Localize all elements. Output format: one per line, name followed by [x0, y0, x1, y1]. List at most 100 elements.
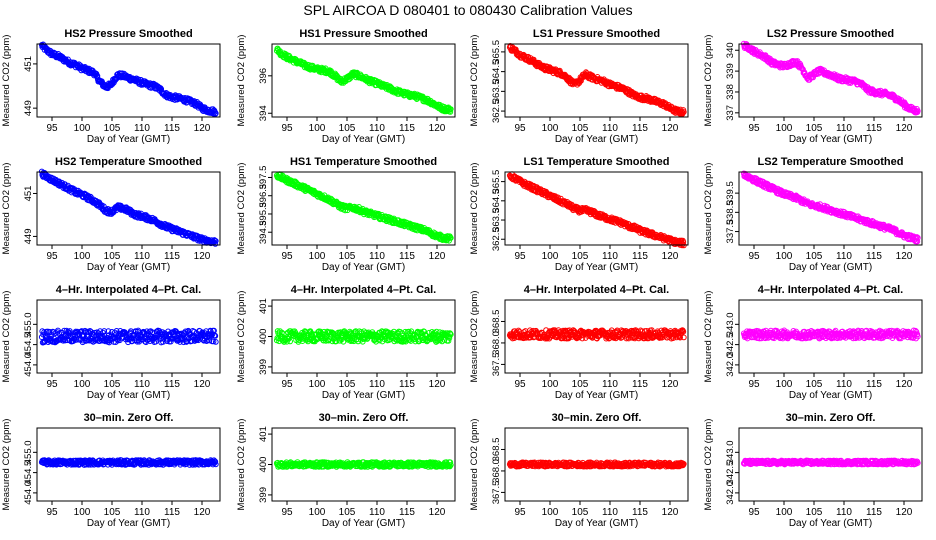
data-point [447, 331, 454, 338]
x-tick-label: 100 [74, 251, 91, 262]
data-point [198, 103, 205, 109]
panel-title: LS1 Temperature Smoothed [524, 156, 670, 168]
x-tick-label: 120 [662, 379, 679, 390]
x-tick-label: 95 [748, 379, 760, 390]
plot-frame [36, 43, 221, 118]
y-tick-label: 394 [258, 105, 269, 121]
x-tick-label: 95 [514, 379, 526, 390]
chart-panel: 4–Hr. Interpolated 4–Pt. Cal.95 100 105 110… [236, 284, 456, 401]
y-tick-label: 338 [725, 84, 736, 100]
x-tick-label: 115 [866, 251, 882, 262]
data-series [740, 327, 921, 342]
x-tick-label: 95 [281, 123, 293, 134]
y-tick-label: 364.5 [491, 189, 502, 213]
x-tick-label: 105 [806, 251, 823, 262]
x-tick-label: 95 [514, 123, 526, 134]
y-axis-label: Measured CO2 (ppm) [236, 291, 247, 383]
x-tick-label: 120 [662, 123, 679, 134]
chart-panel: 4–Hr. Interpolated 4–Pt. Cal.95 100 105 110… [703, 284, 923, 401]
data-point [810, 74, 816, 81]
data-series [38, 327, 219, 346]
data-point [199, 329, 206, 336]
x-tick-label: 110 [836, 379, 852, 390]
panel-title: 30–min. Zero Off. [84, 412, 174, 424]
x-tick-label: 100 [542, 379, 559, 390]
x-axis-label: Day of Year (GMT) [87, 134, 170, 145]
x-tick-label: 110 [134, 379, 150, 390]
plot-frame [36, 299, 221, 374]
data-point [122, 329, 128, 336]
x-tick-label: 110 [369, 123, 385, 134]
data-point [680, 334, 687, 341]
x-tick-label: 110 [602, 251, 618, 262]
data-point [105, 328, 112, 335]
y-axis-label: Measured CO2 (ppm) [469, 35, 480, 127]
x-tick-label: 95 [46, 251, 58, 262]
x-tick-label: 110 [369, 251, 385, 262]
data-point [680, 110, 686, 116]
y-tick-label: 362.5 [491, 99, 502, 123]
data-point [914, 238, 921, 245]
data-point [680, 109, 687, 115]
y-tick-label: 339.5 [725, 181, 736, 205]
data-point [321, 328, 328, 335]
panel-title: 4–Hr. Interpolated 4–Pt. Cal. [291, 284, 437, 296]
x-tick-label: 100 [309, 251, 326, 262]
data-point [444, 330, 451, 337]
y-tick-label: 342.0 [725, 353, 736, 377]
data-point [677, 334, 683, 341]
y-tick-label: 395.5 [258, 202, 269, 226]
x-tick-label: 110 [602, 123, 618, 134]
x-tick-label: 105 [572, 379, 589, 390]
y-axis-label: Measured CO2 (ppm) [236, 163, 247, 255]
y-tick-label: 365.5 [491, 170, 502, 194]
x-tick-label: 110 [836, 123, 852, 134]
y-tick-label: 368.0 [491, 331, 502, 355]
x-tick-label: 120 [429, 123, 446, 134]
data-series [506, 327, 687, 342]
y-tick-label: 399 [258, 359, 269, 375]
x-tick-label: 105 [806, 123, 823, 134]
y-tick-label: 338.5 [725, 200, 736, 224]
y-tick-label: 342.5 [725, 333, 736, 357]
y-tick-label: 363.5 [491, 208, 502, 232]
x-tick-label: 120 [896, 123, 913, 134]
x-tick-label: 105 [104, 123, 121, 134]
x-tick-label: 115 [399, 123, 415, 134]
data-point [284, 338, 290, 345]
x-tick-label: 110 [369, 379, 385, 390]
data-series [38, 168, 219, 247]
y-axis-label: Measured CO2 (ppm) [703, 163, 714, 255]
data-point [287, 338, 294, 345]
y-axis-label: Measured CO2 (ppm) [469, 291, 480, 383]
data-point [203, 338, 210, 345]
y-tick-label: 400 [258, 329, 269, 345]
data-point [579, 335, 586, 342]
plot-frame [36, 171, 221, 246]
data-point [914, 108, 921, 114]
y-tick-label: 343.0 [725, 312, 736, 336]
x-axis-label: Day of Year (GMT) [322, 262, 405, 273]
x-tick-label: 110 [602, 379, 618, 390]
x-tick-label: 115 [164, 379, 180, 390]
y-tick-label: 340 [725, 42, 736, 58]
y-tick-label: 367.5 [491, 353, 502, 377]
x-tick-label: 95 [46, 379, 58, 390]
data-point [914, 331, 921, 338]
x-tick-label: 100 [542, 251, 559, 262]
plot-frame [738, 171, 923, 246]
x-tick-label: 105 [339, 251, 356, 262]
x-tick-label: 105 [104, 379, 121, 390]
chart-panel: 4–Hr. Interpolated 4–Pt. Cal.95 100 105 110… [1, 284, 221, 401]
data-point [41, 329, 47, 336]
data-series [38, 457, 219, 468]
y-axis-label: Measured CO2 (ppm) [1, 35, 12, 127]
x-axis-label: Day of Year (GMT) [322, 134, 405, 145]
